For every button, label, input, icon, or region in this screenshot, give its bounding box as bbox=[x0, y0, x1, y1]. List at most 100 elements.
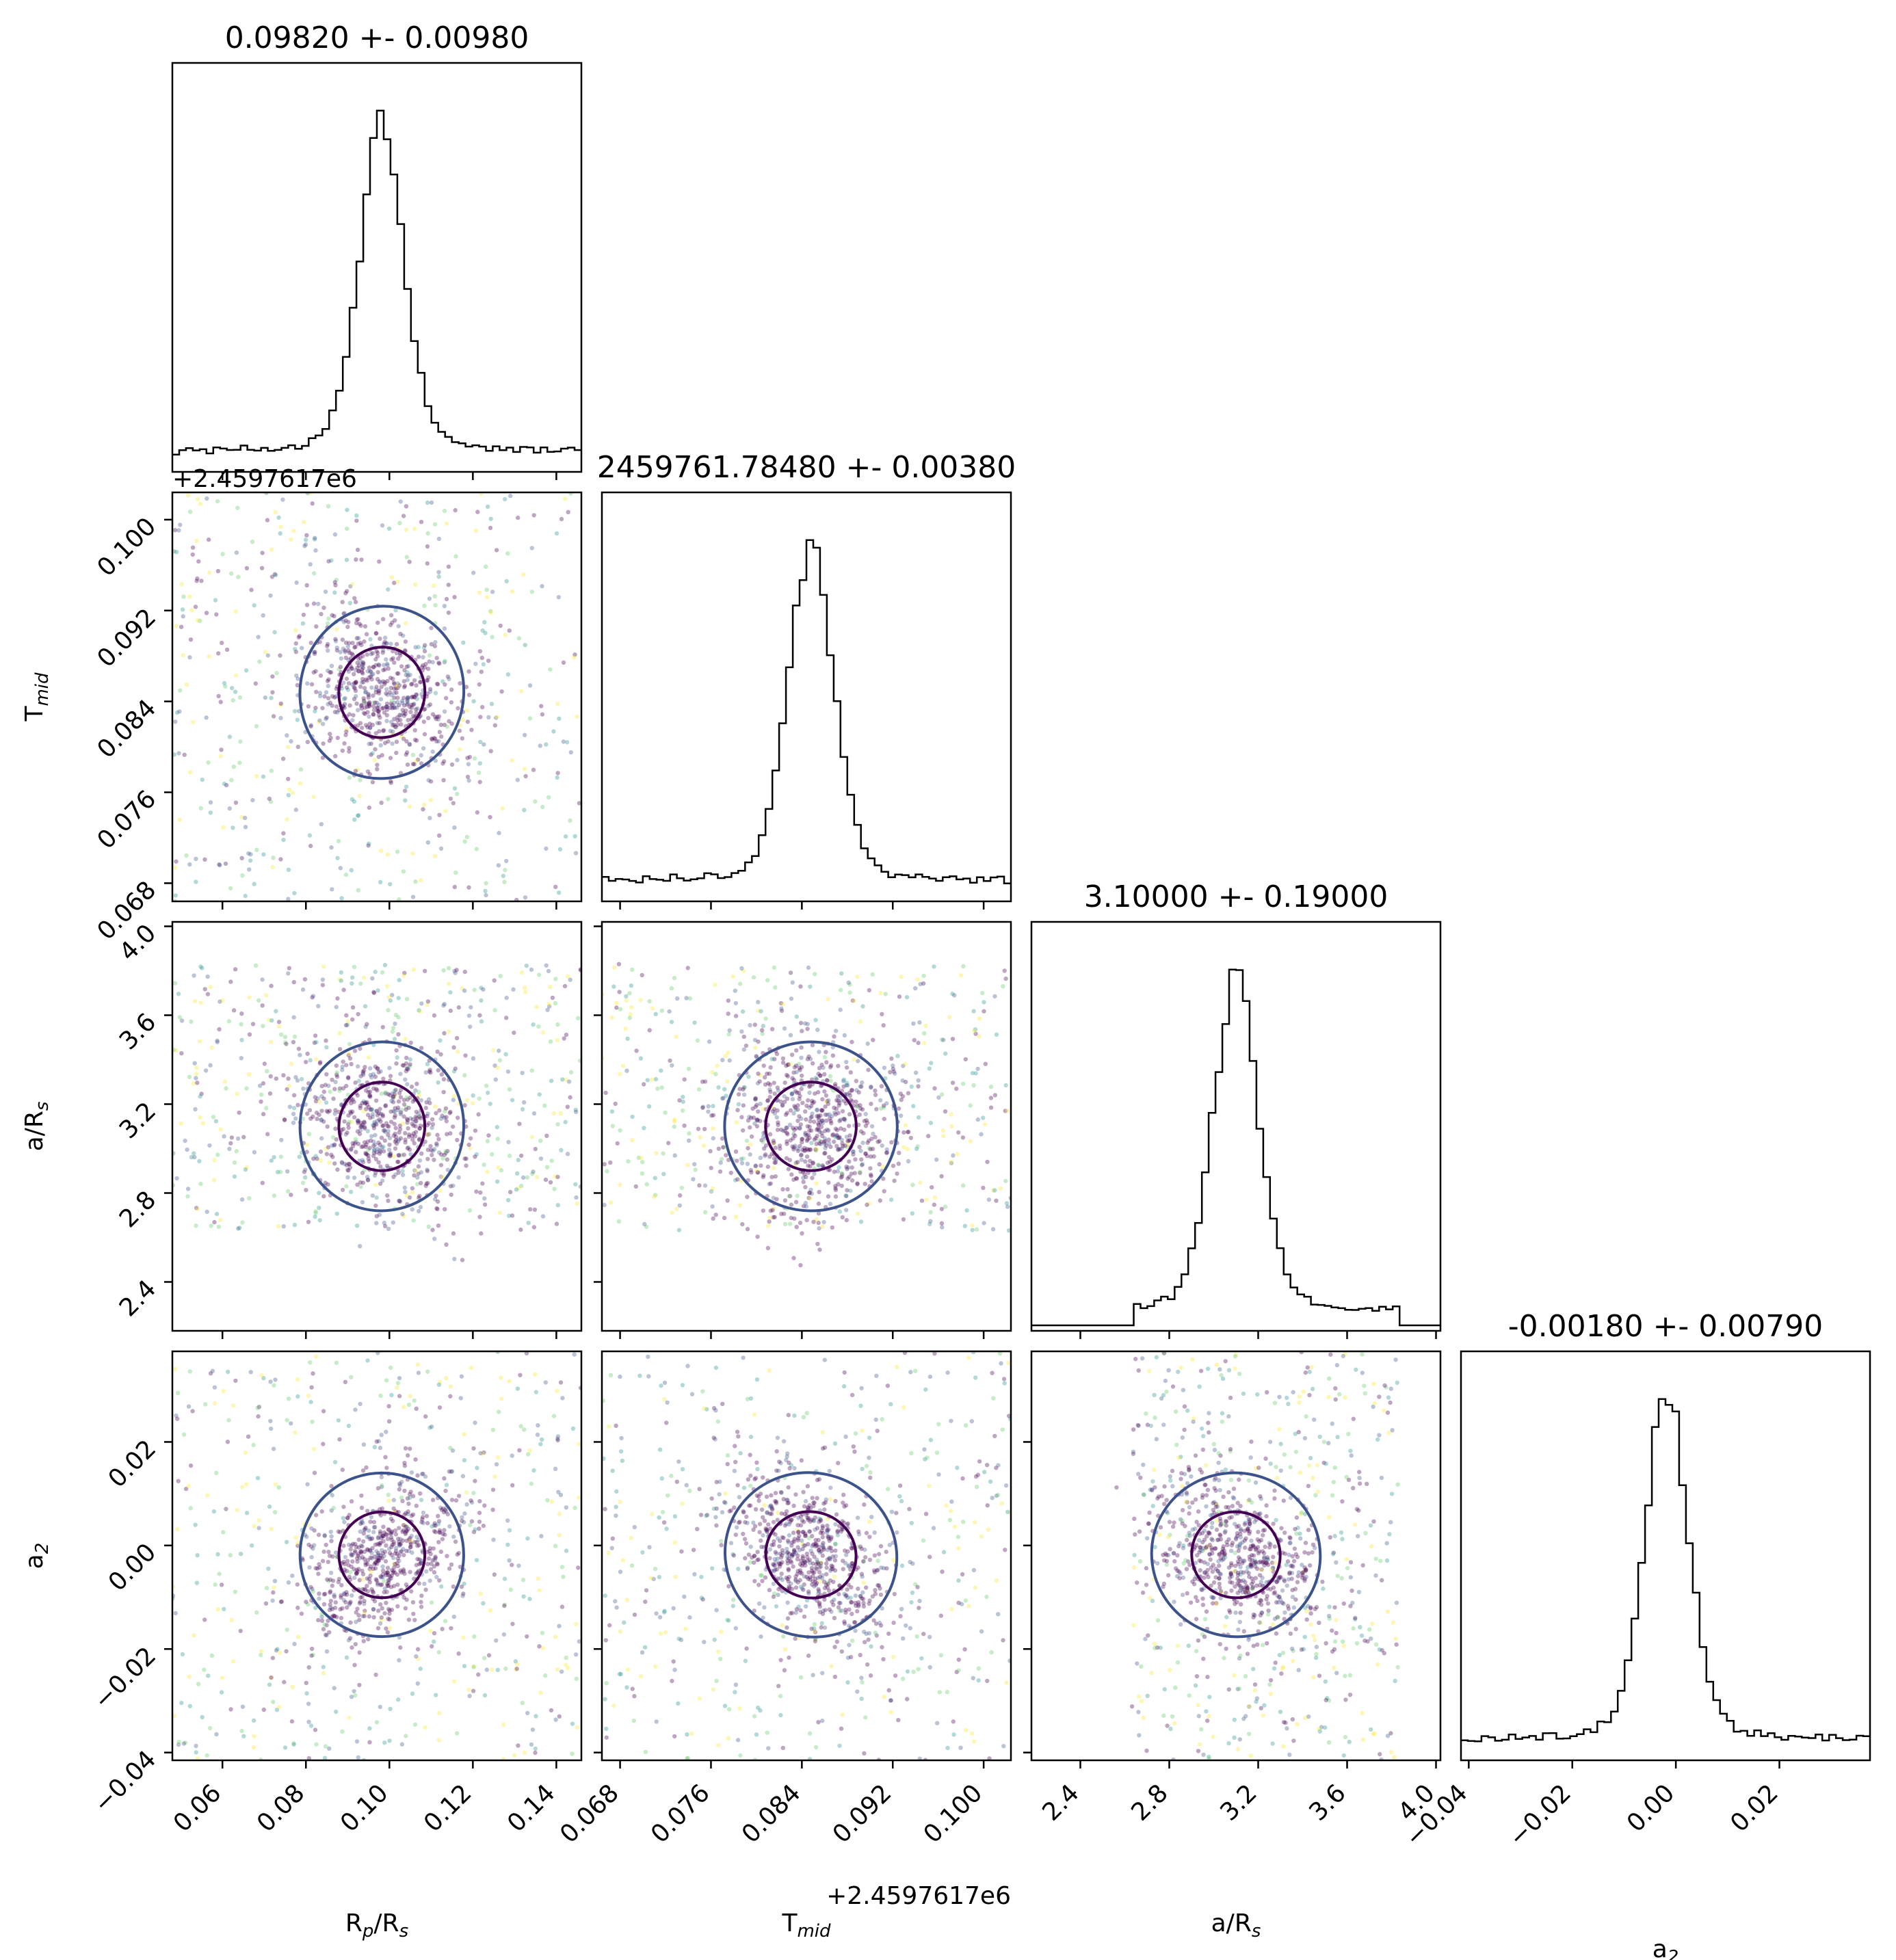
scatter-point bbox=[806, 1576, 811, 1581]
scatter-point bbox=[791, 1548, 797, 1553]
scatter-point bbox=[857, 1145, 862, 1150]
scatter-point bbox=[817, 1600, 822, 1606]
scatter-point bbox=[813, 1580, 818, 1585]
scatter-point bbox=[745, 1566, 750, 1571]
scatter-point bbox=[785, 1498, 790, 1502]
scatter-point bbox=[516, 1158, 521, 1163]
scatter-point bbox=[317, 1591, 321, 1596]
scatter-point bbox=[328, 700, 332, 705]
scatter-point bbox=[375, 763, 380, 767]
scatter-point bbox=[311, 601, 317, 606]
scatter-point bbox=[379, 1535, 384, 1541]
scatter-point bbox=[384, 1533, 389, 1537]
scatter-point bbox=[401, 713, 407, 718]
scatter-point bbox=[811, 1673, 815, 1678]
scatter-point bbox=[426, 1556, 432, 1561]
scatter-point bbox=[372, 758, 377, 763]
scatter-point bbox=[378, 1393, 383, 1399]
scatter-point bbox=[514, 1667, 519, 1671]
scatter-point bbox=[727, 1058, 732, 1063]
scatter-point bbox=[342, 1520, 347, 1524]
scatter-point bbox=[748, 1022, 752, 1028]
scatter-point bbox=[618, 1449, 624, 1454]
scatter-point bbox=[445, 1167, 450, 1172]
scatter-point bbox=[369, 685, 374, 690]
scatter-point bbox=[329, 1508, 334, 1513]
scatter-point bbox=[821, 1139, 827, 1145]
scatter-point bbox=[282, 1035, 288, 1039]
scatter-point bbox=[825, 1099, 830, 1104]
scatter-point bbox=[397, 1130, 401, 1135]
scatter-point bbox=[795, 1193, 800, 1198]
scatter-point bbox=[286, 1076, 291, 1081]
scatter-point bbox=[173, 719, 178, 724]
scatter-point bbox=[461, 1591, 466, 1596]
scatter-point bbox=[339, 1582, 344, 1588]
scatter-point bbox=[267, 796, 272, 802]
scatter-point bbox=[322, 694, 327, 699]
scatter-point bbox=[629, 983, 633, 988]
scatter-point bbox=[352, 645, 357, 650]
scatter-point bbox=[360, 1122, 365, 1128]
scatter-point bbox=[855, 1181, 860, 1186]
scatter-point bbox=[869, 1179, 874, 1184]
scatter-point bbox=[208, 1063, 213, 1068]
scatter-point bbox=[284, 1649, 289, 1654]
scatter-point bbox=[813, 1091, 817, 1096]
scatter-point bbox=[404, 1107, 408, 1112]
scatter-point bbox=[371, 1148, 377, 1153]
scatter-point bbox=[342, 1161, 347, 1167]
scatter-point bbox=[369, 1515, 374, 1520]
scatter-point bbox=[753, 1097, 758, 1102]
scatter-point bbox=[449, 721, 454, 726]
scatter-point bbox=[397, 683, 402, 688]
scatter-point bbox=[424, 1181, 429, 1187]
scatter-point bbox=[333, 1126, 338, 1131]
scatter-point bbox=[378, 1529, 383, 1534]
scatter-point bbox=[366, 1156, 371, 1161]
scatter-point bbox=[391, 1109, 396, 1114]
scatter-point bbox=[372, 1554, 377, 1559]
scatter-point bbox=[877, 1139, 882, 1143]
scatter-point bbox=[603, 1638, 608, 1643]
scatter-point bbox=[875, 1139, 880, 1144]
scatter-point bbox=[412, 1398, 417, 1403]
scatter-point bbox=[340, 748, 345, 753]
scatter-point bbox=[363, 1088, 369, 1093]
scatter-point bbox=[867, 988, 872, 993]
scatter-point bbox=[305, 1482, 310, 1487]
scatter-point bbox=[255, 1476, 261, 1481]
scatter-point bbox=[286, 1580, 291, 1585]
scatter-point bbox=[445, 1132, 449, 1137]
scatter-point bbox=[768, 1526, 773, 1531]
scatter-point bbox=[395, 684, 399, 689]
scatter-point bbox=[187, 1704, 192, 1708]
scatter-point bbox=[333, 583, 338, 587]
scatter-point bbox=[374, 1221, 379, 1226]
scatter-point bbox=[335, 856, 340, 860]
scatter-point bbox=[376, 1351, 380, 1355]
scatter-point bbox=[388, 1151, 393, 1156]
scatter-point bbox=[740, 1009, 746, 1014]
scatter-point bbox=[940, 1570, 945, 1574]
scatter-point bbox=[392, 691, 397, 696]
scatter-point bbox=[787, 1194, 791, 1199]
scatter-point bbox=[794, 1225, 799, 1230]
scatter-point bbox=[346, 620, 351, 624]
scatter-point bbox=[265, 518, 270, 522]
scatter-point bbox=[389, 641, 393, 646]
scatter-point bbox=[405, 699, 410, 704]
scatter-point bbox=[826, 1141, 832, 1146]
scatter-point bbox=[324, 1623, 329, 1628]
scatter-point bbox=[358, 1521, 363, 1526]
scatter-point bbox=[676, 1701, 681, 1706]
scatter-point bbox=[438, 1549, 443, 1554]
scatter-point bbox=[401, 1114, 406, 1119]
scatter-point bbox=[192, 998, 198, 1004]
scatter-point bbox=[726, 998, 731, 1003]
scatter-point bbox=[640, 1550, 645, 1555]
scatter-point bbox=[761, 1174, 765, 1180]
scatter-point bbox=[347, 1636, 353, 1641]
scatter-point bbox=[447, 676, 451, 681]
scatter-point bbox=[779, 1490, 784, 1495]
